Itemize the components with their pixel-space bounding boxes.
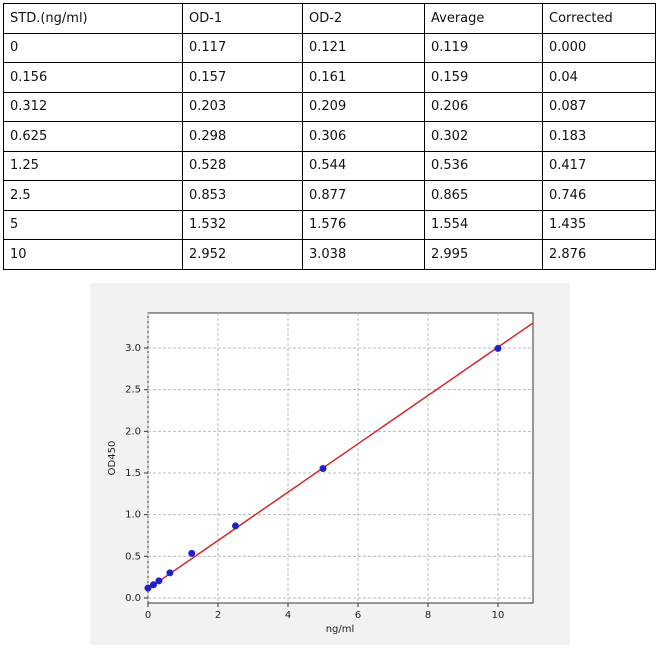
table-cell: Average bbox=[424, 3, 543, 34]
table-cell: 0.544 bbox=[302, 150, 425, 181]
table-row: STD.(ng/ml) OD-1 OD-2 Average Corrected bbox=[3, 3, 656, 34]
table-row: 0.312 0.203 0.209 0.206 0.087 bbox=[3, 91, 656, 122]
table-cell: 0.536 bbox=[424, 150, 543, 181]
table-cell: 1.25 bbox=[3, 150, 183, 181]
table-cell: 0.04 bbox=[542, 62, 656, 93]
table-cell: 10 bbox=[3, 239, 183, 270]
y-tick-label: 2.0 bbox=[125, 426, 141, 437]
table-cell: OD-1 bbox=[182, 3, 303, 34]
table-cell: 0.625 bbox=[3, 121, 183, 152]
table-cell: 3.038 bbox=[302, 239, 425, 270]
table-cell: STD.(ng/ml) bbox=[3, 3, 183, 34]
table-row: 5 1.532 1.576 1.554 1.435 bbox=[3, 209, 656, 240]
chart: ng/ml OD450 0 2 4 6 8 10 0.0 0.5 1.0 1.5 2.0 2.5 3.0 bbox=[90, 283, 570, 645]
data-table: STD.(ng/ml) OD-1 OD-2 Average Corrected 0 0.11… bbox=[3, 3, 656, 270]
data-point bbox=[155, 577, 163, 585]
table-cell: 0.746 bbox=[542, 180, 656, 211]
table-cell: 0.306 bbox=[302, 121, 425, 152]
table-cell: 1.435 bbox=[542, 209, 656, 240]
table-cell: 0.312 bbox=[3, 91, 183, 122]
x-axis-label: ng/ml bbox=[326, 624, 355, 635]
table-cell: 5 bbox=[3, 209, 183, 240]
table-cell: 0.119 bbox=[424, 32, 543, 63]
table-cell: 0.206 bbox=[424, 91, 543, 122]
data-point bbox=[144, 584, 152, 592]
table-row: 2.5 0.853 0.877 0.865 0.746 bbox=[3, 180, 656, 211]
data-point bbox=[166, 569, 174, 577]
table-cell: 0.000 bbox=[542, 32, 656, 63]
y-tick-label: 0.0 bbox=[125, 593, 141, 604]
table-cell: 0.156 bbox=[3, 62, 183, 93]
x-tick-label: 4 bbox=[285, 610, 291, 621]
table-cell: 0.161 bbox=[302, 62, 425, 93]
x-tick-label: 6 bbox=[355, 610, 361, 621]
table-cell: 0.298 bbox=[182, 121, 303, 152]
table-cell: 1.576 bbox=[302, 209, 425, 240]
table-row: 0.625 0.298 0.306 0.302 0.183 bbox=[3, 121, 656, 152]
table-row: 0.156 0.157 0.161 0.159 0.04 bbox=[3, 62, 656, 93]
data-point bbox=[188, 549, 196, 557]
table-cell: 0.121 bbox=[302, 32, 425, 63]
y-tick-label: 1.0 bbox=[125, 510, 141, 521]
x-tick-label: 8 bbox=[425, 610, 431, 621]
y-tick-label: 2.5 bbox=[125, 385, 141, 396]
data-point bbox=[494, 344, 502, 352]
table-cell: 2.876 bbox=[542, 239, 656, 270]
table-cell: 0.209 bbox=[302, 91, 425, 122]
table-cell: 0.203 bbox=[182, 91, 303, 122]
table-cell: Corrected bbox=[542, 3, 656, 34]
data-point bbox=[149, 581, 157, 589]
y-axis-label: OD450 bbox=[107, 441, 118, 476]
table-cell: 1.532 bbox=[182, 209, 303, 240]
x-tick-label: 2 bbox=[215, 610, 221, 621]
table-cell: 0.865 bbox=[424, 180, 543, 211]
table-cell: 0.853 bbox=[182, 180, 303, 211]
table-cell: 2.952 bbox=[182, 239, 303, 270]
x-tick-label: 0 bbox=[145, 610, 151, 621]
table-cell: OD-2 bbox=[302, 3, 425, 34]
fit-line bbox=[147, 322, 534, 590]
table-cell: 0 bbox=[3, 32, 183, 63]
data-point bbox=[319, 465, 327, 472]
table-cell: 0.117 bbox=[182, 32, 303, 63]
table-cell: 0.528 bbox=[182, 150, 303, 181]
plot-area bbox=[147, 312, 534, 604]
table-row: 0 0.117 0.121 0.119 0.000 bbox=[3, 32, 656, 63]
table-cell: 0.157 bbox=[182, 62, 303, 93]
y-tick-label: 1.5 bbox=[125, 468, 141, 479]
x-tick-label: 10 bbox=[492, 610, 505, 621]
y-tick-label: 0.5 bbox=[125, 551, 141, 562]
table-cell: 0.417 bbox=[542, 150, 656, 181]
table-cell: 0.183 bbox=[542, 121, 656, 152]
table-cell: 0.159 bbox=[424, 62, 543, 93]
table-cell: 1.554 bbox=[424, 209, 543, 240]
table-cell: 2.995 bbox=[424, 239, 543, 270]
table-row: 1.25 0.528 0.544 0.536 0.417 bbox=[3, 150, 656, 181]
table-row: 10 2.952 3.038 2.995 2.876 bbox=[3, 239, 656, 270]
y-tick-label: 3.0 bbox=[125, 343, 141, 354]
table-cell: 0.877 bbox=[302, 180, 425, 211]
data-point bbox=[232, 522, 239, 530]
table-cell: 0.087 bbox=[542, 91, 656, 122]
table-cell: 2.5 bbox=[3, 180, 183, 211]
table-cell: 0.302 bbox=[424, 121, 543, 152]
